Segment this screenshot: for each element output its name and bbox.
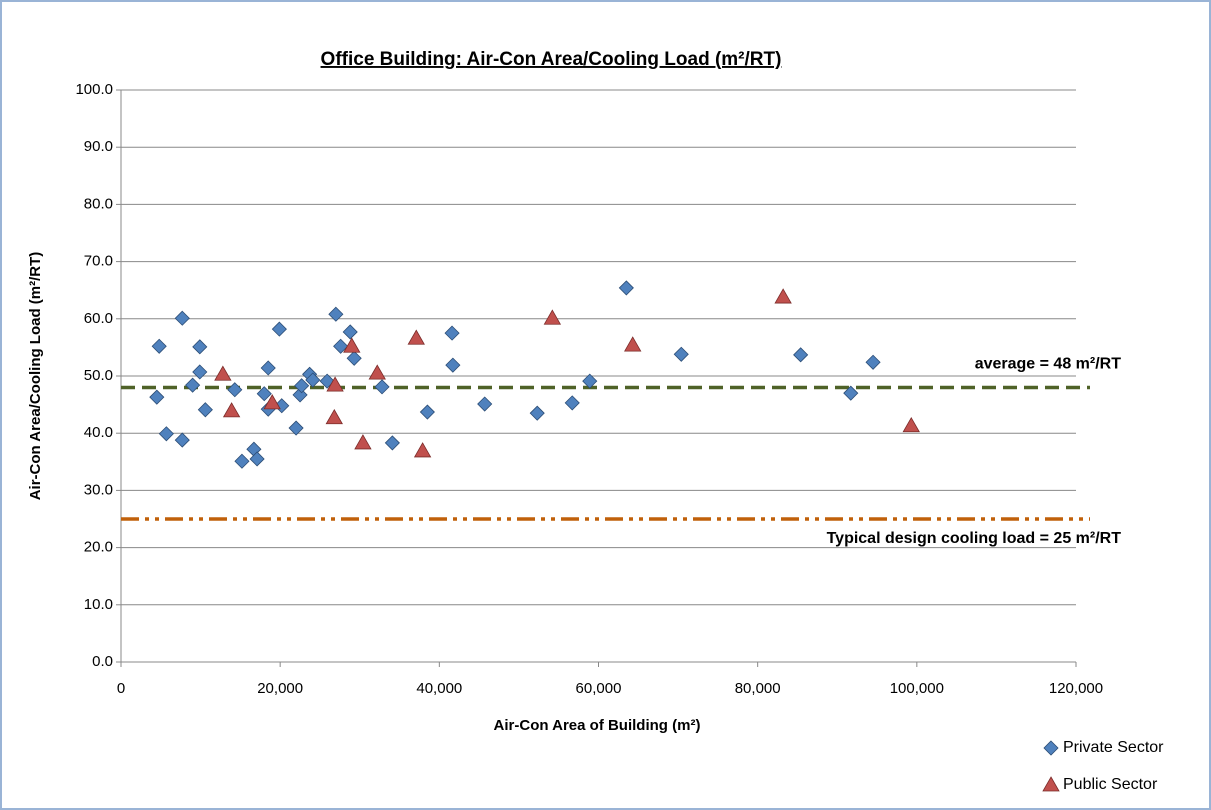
private-point xyxy=(158,426,174,442)
private-point xyxy=(227,382,243,398)
public-point xyxy=(214,365,232,381)
y-tick-label: 90.0 xyxy=(84,138,113,155)
y-tick-label: 100.0 xyxy=(75,81,113,98)
y-tick-label: 20.0 xyxy=(84,539,113,556)
private-point xyxy=(564,395,580,411)
x-tick-label: 0 xyxy=(117,680,125,697)
private-point xyxy=(673,346,689,362)
public-point xyxy=(325,408,343,425)
x-axis-label: Air-Con Area of Building (m²) xyxy=(494,717,701,734)
private-point xyxy=(249,451,265,467)
legend-label: Private Sector xyxy=(1063,739,1164,756)
private-point xyxy=(419,404,435,420)
y-tick-label: 70.0 xyxy=(84,253,113,270)
private-point xyxy=(192,364,208,380)
private-point xyxy=(529,405,545,421)
public-point xyxy=(407,329,425,345)
private-point xyxy=(374,379,390,395)
private-point xyxy=(333,338,349,354)
private-point xyxy=(174,310,190,326)
private-point xyxy=(294,378,310,394)
x-tick-label: 80,000 xyxy=(735,680,781,697)
private-point xyxy=(256,386,272,402)
x-tick-label: 120,000 xyxy=(1049,680,1103,697)
public-point xyxy=(368,364,386,380)
private-point xyxy=(618,280,634,296)
y-axis-label: Air-Con Area/Cooling Load (m²/RT) xyxy=(27,252,44,501)
private-point xyxy=(288,420,304,436)
private-point xyxy=(271,321,287,337)
public-point xyxy=(413,442,432,458)
public-point xyxy=(543,309,562,325)
private-point xyxy=(192,339,208,355)
private-point xyxy=(260,360,276,376)
y-tick-label: 80.0 xyxy=(84,195,113,212)
private-point xyxy=(346,350,362,366)
private-point xyxy=(185,377,201,393)
private-point xyxy=(328,306,344,322)
legend-label: Public Sector xyxy=(1063,776,1158,793)
reference-label: average = 48 m²/RT xyxy=(975,356,1122,373)
public-point xyxy=(774,288,792,304)
private-point xyxy=(234,453,250,469)
x-tick-label: 100,000 xyxy=(890,680,944,697)
public-point xyxy=(222,402,241,418)
private-point xyxy=(793,347,809,363)
reference-label: Typical design cooling load = 25 m²/RT xyxy=(827,530,1122,547)
private-point xyxy=(582,373,598,389)
y-tick-label: 40.0 xyxy=(84,424,113,441)
public-point xyxy=(343,337,361,353)
y-tick-label: 0.0 xyxy=(92,653,113,670)
public-point xyxy=(624,336,642,352)
private-point xyxy=(342,324,358,340)
private-point xyxy=(445,357,461,373)
private-point xyxy=(197,402,213,418)
private-point xyxy=(843,385,859,401)
private-point xyxy=(149,389,165,405)
private-point xyxy=(151,338,167,354)
public-point xyxy=(326,376,344,392)
private-point xyxy=(292,387,308,403)
private-point xyxy=(444,325,460,341)
x-tick-label: 60,000 xyxy=(576,680,622,697)
private-point xyxy=(174,432,190,448)
private-point xyxy=(384,435,400,451)
public-point xyxy=(354,434,372,450)
public-point xyxy=(1042,776,1060,792)
private-point xyxy=(865,354,881,370)
y-tick-label: 10.0 xyxy=(84,596,113,613)
x-tick-label: 40,000 xyxy=(416,680,462,697)
x-tick-label: 20,000 xyxy=(257,680,303,697)
public-point xyxy=(263,394,281,410)
public-point xyxy=(902,416,920,433)
y-tick-label: 50.0 xyxy=(84,367,113,384)
y-tick-label: 30.0 xyxy=(84,481,113,498)
private-point xyxy=(305,372,321,388)
private-point xyxy=(477,396,493,412)
private-point xyxy=(1043,740,1059,756)
y-tick-label: 60.0 xyxy=(84,310,113,327)
chart-title: Office Building: Air-Con Area/Cooling Lo… xyxy=(321,49,782,70)
private-point xyxy=(319,373,335,389)
